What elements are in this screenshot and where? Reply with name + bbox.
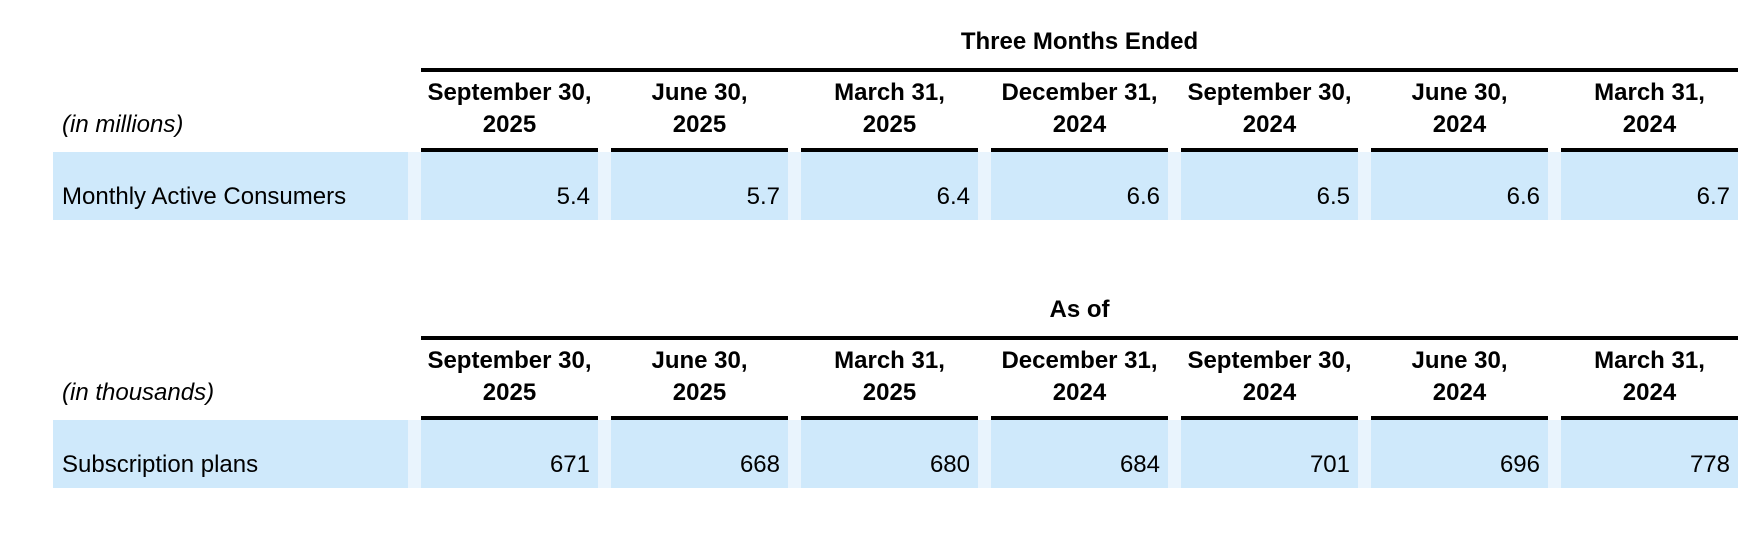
column-header: June 30, 2025 (611, 72, 788, 152)
unit-label: (in millions) (53, 72, 408, 152)
row-label: Subscription plans (53, 420, 408, 488)
column-header: March 31, 2025 (801, 340, 978, 420)
column-header: September 30, 2025 (421, 72, 598, 152)
cell-value: 6.6 (978, 152, 1168, 220)
corner-spacer (53, 298, 408, 340)
unit-label-text: (in thousands) (62, 379, 215, 406)
column-header: March 31, 2024 (1561, 340, 1738, 420)
cell-value: 684 (978, 420, 1168, 488)
column-header: September 30, 2024 (1181, 72, 1358, 152)
unit-label: (in thousands) (53, 340, 408, 420)
column-header-line1: March 31, (1594, 79, 1705, 106)
column-header: December 31, 2024 (991, 72, 1168, 152)
column-header-line2: 2025 (482, 111, 537, 138)
column-header-line2: 2024 (1242, 111, 1297, 138)
cell-value: 671 (408, 420, 598, 488)
cell-value: 6.5 (1168, 152, 1358, 220)
column-header-line1: March 31, (834, 79, 945, 106)
row-label-text: Monthly Active Consumers (62, 183, 347, 210)
unit-label-text: (in millions) (62, 111, 184, 138)
column-header-line2: 2025 (672, 111, 727, 138)
cell-value: 668 (598, 420, 788, 488)
column-header: September 30, 2024 (1181, 340, 1358, 420)
column-header: March 31, 2025 (801, 72, 978, 152)
column-header: June 30, 2024 (1371, 72, 1548, 152)
column-header-line1: September 30, (427, 79, 592, 106)
column-header-line1: June 30, (651, 347, 748, 374)
column-header-line1: September 30, (427, 347, 592, 374)
column-header-line2: 2025 (862, 379, 917, 406)
cell-value: 5.4 (408, 152, 598, 220)
column-header-line2: 2024 (1622, 379, 1677, 406)
cell-value: 680 (788, 420, 978, 488)
column-header-line2: 2025 (862, 111, 917, 138)
column-header-line1: June 30, (1411, 79, 1508, 106)
column-header-line2: 2025 (672, 379, 727, 406)
cell-value: 6.4 (788, 152, 978, 220)
column-header-line1: September 30, (1187, 347, 1352, 374)
column-header-line2: 2024 (1432, 379, 1487, 406)
financial-table-subscription-plans: As of (in thousands) September 30, 2025 … (53, 296, 1738, 488)
table-spanner-header: Three Months Ended (421, 28, 1738, 72)
corner-spacer (53, 30, 408, 72)
cell-value: 5.7 (598, 152, 788, 220)
cell-value: 701 (1168, 420, 1358, 488)
column-header-line2: 2024 (1052, 111, 1107, 138)
column-header-line1: September 30, (1187, 79, 1352, 106)
cell-value: 696 (1358, 420, 1548, 488)
column-header: June 30, 2025 (611, 340, 788, 420)
column-header: September 30, 2025 (421, 340, 598, 420)
column-header-line1: March 31, (834, 347, 945, 374)
column-header-line2: 2024 (1242, 379, 1297, 406)
column-header-line1: December 31, (1001, 79, 1158, 106)
cell-value: 778 (1548, 420, 1738, 488)
column-header: December 31, 2024 (991, 340, 1168, 420)
spanner-title: Three Months Ended (960, 28, 1199, 55)
financial-table-monthly-active-consumers: Three Months Ended (in millions) Septemb… (53, 28, 1738, 220)
spanner-title: As of (1049, 296, 1110, 323)
cell-value: 6.6 (1358, 152, 1548, 220)
column-header-line2: 2025 (482, 379, 537, 406)
table-spanner-header: As of (421, 296, 1738, 340)
column-header-line1: March 31, (1594, 347, 1705, 374)
column-header-line1: December 31, (1001, 347, 1158, 374)
row-label: Monthly Active Consumers (53, 152, 408, 220)
cell-value: 6.7 (1548, 152, 1738, 220)
column-header-line2: 2024 (1052, 379, 1107, 406)
column-header-line2: 2024 (1432, 111, 1487, 138)
column-header: June 30, 2024 (1371, 340, 1548, 420)
row-label-text: Subscription plans (62, 451, 259, 478)
column-header-line1: June 30, (1411, 347, 1508, 374)
column-header-line1: June 30, (651, 79, 748, 106)
column-header-line2: 2024 (1622, 111, 1677, 138)
column-header: March 31, 2024 (1561, 72, 1738, 152)
